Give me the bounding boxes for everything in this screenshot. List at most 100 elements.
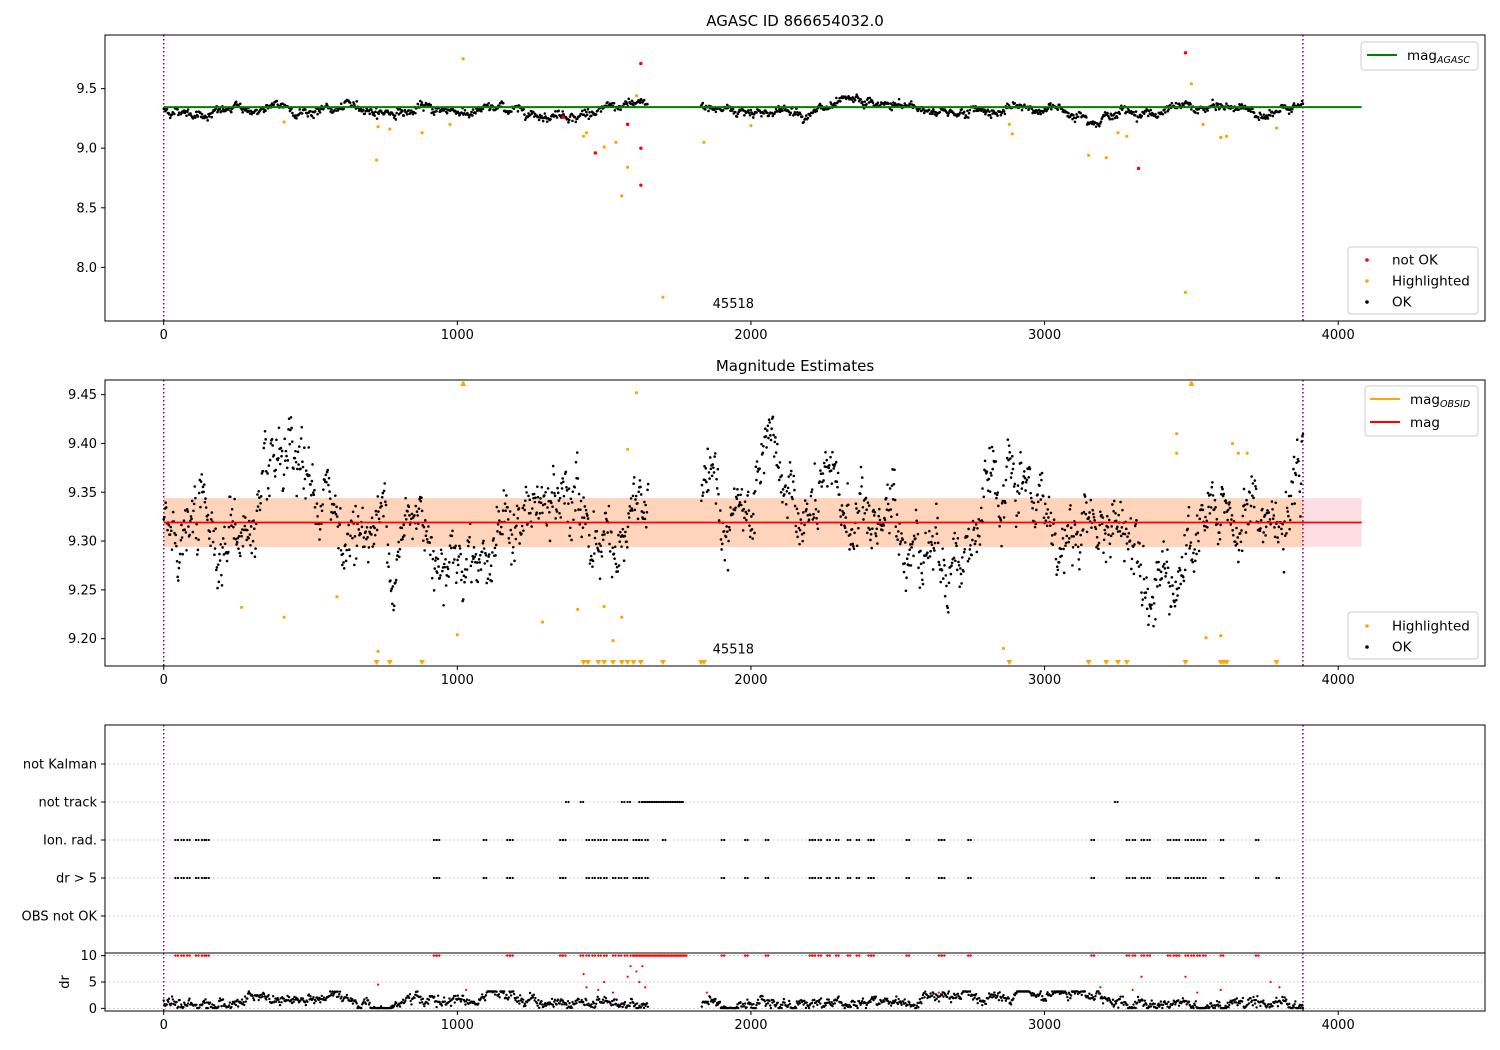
p3-dr-flag [943,876,946,880]
p2-highlighted-point [1001,646,1006,651]
p1-ok-point [562,113,565,116]
p1-not-ok-point [1183,51,1188,55]
p2-ok-point [1099,510,1102,514]
p4-dr-point [242,1001,245,1004]
p4-dr-point [639,1006,643,1009]
p2-ok-point [1097,547,1100,551]
p2-ok-point [1054,532,1057,535]
p4-dr-point [240,998,244,1001]
p2-ok-point [1139,563,1143,566]
p3-ion-rad-flag [182,838,185,842]
p2-ok-point [708,456,712,459]
p2-ok-point [1080,512,1084,515]
p2-ok-point [456,563,460,567]
p2-ok-point [772,455,776,458]
p2-ok-point [1047,495,1051,499]
p2-ok-point [404,517,408,521]
p2-ok-point [866,501,870,504]
p4-dr-point [256,994,260,997]
p4-dr-point [433,995,436,998]
p2-ok-point [622,559,626,562]
p2-ok-point [1186,527,1190,531]
p1-ok-point [767,114,771,118]
p4-dr-point [756,998,760,1002]
p4-dr-point [625,1006,628,1009]
p4-dr-point [230,1005,233,1009]
p2-ok-point [181,552,185,556]
p2-ok-point [339,548,343,552]
p2-ok-point [534,496,537,500]
p2-ok-point [803,523,806,527]
p3-not-track-flag [650,800,653,804]
p2-ok-point [701,491,705,494]
p2-ok-point [240,534,243,538]
p4-dr-point [1142,1003,1146,1007]
p4-dr-point [332,994,335,997]
p4-dr-point [1004,999,1007,1002]
p2-ok-point [225,559,229,563]
p3-ion-rad-flag [482,838,485,842]
p2-ok-point [1247,522,1250,526]
p2-ok-point [729,506,732,509]
p2-ok-point [805,507,808,511]
p1-ok-point [317,107,320,111]
p4-dr-point [351,997,354,1001]
p4-dr-high-point [1278,986,1281,989]
p2-ok-point [803,499,807,502]
p1-ok-point [1296,103,1300,106]
p1-highlighted-point [1116,131,1120,135]
p2-ok-point [397,555,401,559]
p2-ok-point [384,503,388,507]
p2-ok-point [766,424,770,428]
p4-dr-high-point [1219,988,1222,992]
p2-ok-point [1169,605,1173,608]
p2-ok-point [764,435,768,438]
p3-dr-flag [837,876,840,880]
p2-ok-point [511,551,514,555]
p2-ok-point [230,507,234,511]
p2-ok-point [387,552,391,555]
p1-ok-point [1256,115,1260,119]
p4-dr-clipped-point [585,954,588,957]
p2-ok-point [878,507,881,511]
p3-dr-flag [1092,876,1096,880]
p2-ok-point [832,467,836,470]
p4-dr-point [993,991,996,994]
p2-ok-point [909,564,913,567]
p2-lower-limit-marker [419,660,426,665]
p2-ok-point [1076,530,1079,534]
p4-dr-point [1187,1000,1191,1003]
p4-dr-point [237,1005,240,1008]
p4-dr-clipped-point [435,954,438,957]
p2-ok-point [549,501,553,505]
p4-dr-point [1191,1004,1194,1008]
p4-dr-point [786,1005,789,1009]
p1-ok-point [1050,107,1053,111]
p4-dr-point [278,1000,281,1004]
p3-dr-flag [808,876,811,880]
p2-ok-point [189,519,192,523]
p4-dr-point [743,1002,747,1005]
p1-ok-point [1125,110,1129,114]
p2-ok-point [816,527,820,531]
p2-ok-point [1010,454,1014,458]
p3-dr-flag [743,876,747,880]
p2-ok-point [192,509,195,513]
p1-ok-point [1133,114,1137,117]
p3-dr-flag [614,876,617,880]
p2-ok-point [258,496,261,500]
p4-dr-point [1283,996,1286,999]
p4-dr-point [860,1001,863,1005]
p4-dr-point [167,1000,170,1003]
p1-ok-point [755,111,758,114]
p2-ok-point [933,549,936,552]
p2-ok-point [1085,530,1089,534]
p4-dr-point [465,998,469,1001]
p2-ok-point [724,535,728,539]
p2-ok-point [1129,517,1133,520]
p2-ok-point [1094,527,1098,531]
p2-ok-point [807,518,811,522]
p3-ion-rad-flag [506,838,509,842]
p3-dr-flag [1128,876,1131,880]
